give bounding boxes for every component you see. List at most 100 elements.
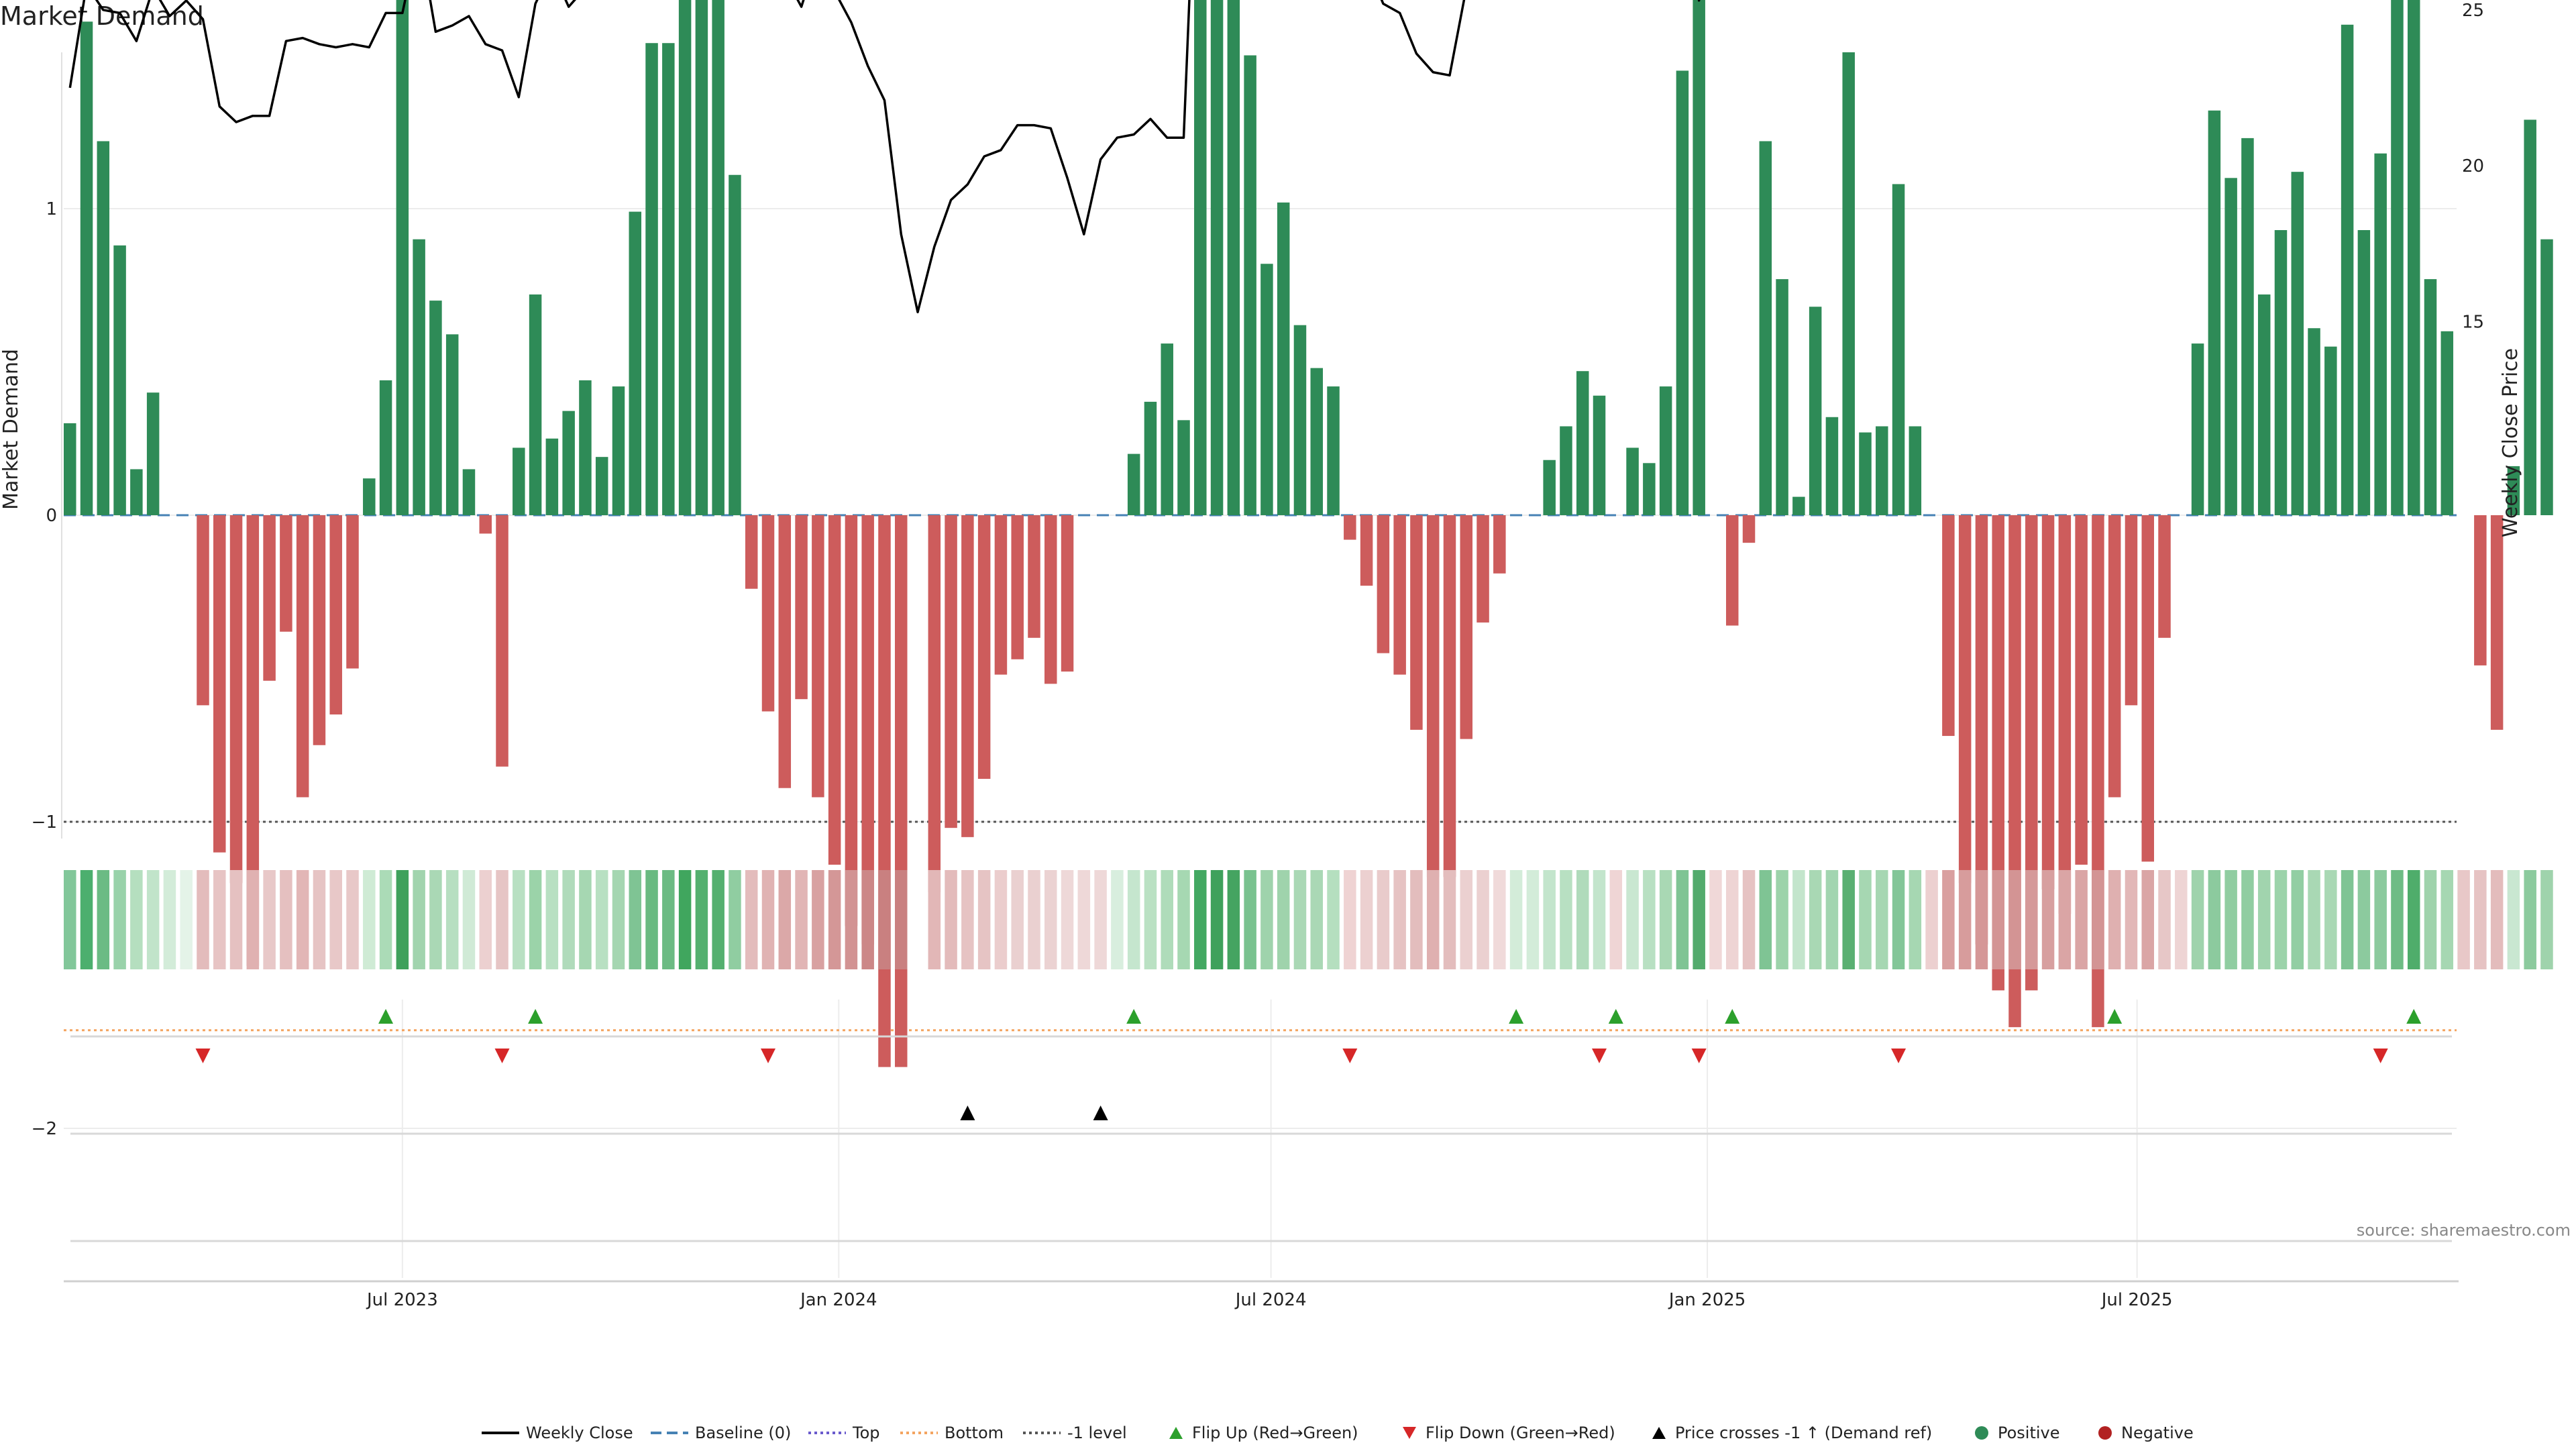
demand-bar: [2257, 294, 2271, 515]
demand-bar: [2075, 515, 2088, 865]
strength-cell: [1975, 870, 1988, 969]
strength-cell: [961, 870, 974, 969]
strength-cell: [1426, 870, 1440, 969]
demand-bar: [579, 380, 592, 515]
demand-bar: [961, 515, 974, 837]
demand-bar: [729, 174, 741, 515]
demand-bar: [695, 0, 708, 515]
strength-cell: [2208, 870, 2221, 969]
demand-bar: [1377, 515, 1390, 653]
strength-cell: [2257, 870, 2271, 969]
demand-bar: [1260, 264, 1273, 515]
legend-negative-swatch: [2098, 1426, 2112, 1440]
strength-cell: [2291, 870, 2304, 969]
strength-cell: [745, 870, 758, 969]
strength-cell: [729, 870, 741, 969]
demand-bar: [1210, 0, 1224, 516]
legend-flip-down-swatch: [1403, 1427, 1416, 1439]
demand-bar: [529, 294, 542, 515]
strength-cell: [1560, 870, 1572, 969]
strength-cell: [1726, 870, 1739, 969]
demand-bar: [1543, 460, 1556, 515]
strength-cell: [2125, 870, 2138, 969]
demand-bar: [1792, 496, 1805, 515]
demand-bar: [1809, 307, 1822, 515]
strength-cell: [1011, 870, 1024, 969]
flip-down-marker: [2373, 1049, 2388, 1063]
demand-bar: [146, 392, 160, 515]
demand-bar: [296, 515, 309, 798]
demand-bar: [113, 245, 126, 515]
demand-bar: [2308, 328, 2320, 515]
demand-bar: [2474, 515, 2487, 665]
strength-cell: [1576, 870, 1589, 969]
strength-cell: [197, 870, 209, 969]
demand-bar: [645, 43, 658, 516]
demand-bar: [2158, 515, 2171, 638]
demand-bar: [778, 515, 792, 788]
flip-down-marker: [195, 1049, 211, 1063]
demand-bar: [479, 515, 492, 534]
strength-cell: [2108, 870, 2121, 969]
strength-cell: [579, 870, 592, 969]
demand-bar: [795, 515, 808, 700]
demand-bar: [612, 386, 625, 515]
strength-cell: [2391, 870, 2404, 969]
strength-cell: [911, 870, 924, 969]
demand-bar: [229, 515, 243, 883]
legend-negative-label: Negative: [2121, 1424, 2194, 1442]
demand-bar: [2357, 229, 2371, 515]
strength-cell: [1044, 870, 1057, 969]
strength-cell: [213, 870, 226, 969]
legend-baseline-label: Baseline (0): [695, 1424, 791, 1442]
strength-cell: [1676, 870, 1689, 969]
demand-bar: [1410, 515, 1423, 730]
strength-cell: [263, 870, 276, 969]
demand-bar: [745, 515, 758, 589]
demand-bar: [280, 515, 292, 632]
y-right-axis-label: Weekly Close Price: [2499, 348, 2522, 537]
strength-cell: [1244, 870, 1256, 969]
strength-cell: [761, 870, 775, 969]
source-credit: source: sharemaestro.com: [2356, 1221, 2571, 1240]
weekly-close-line: [68, 0, 1701, 314]
flip-up-marker: [1608, 1009, 1623, 1024]
strength-cell: [180, 870, 193, 969]
strength-cell: [1410, 870, 1423, 969]
strength-cell: [2274, 870, 2288, 969]
legend-flip-up-swatch: [1169, 1427, 1183, 1439]
demand-bar: [1177, 420, 1190, 515]
flip-down-marker: [1592, 1049, 1607, 1063]
demand-bar: [2524, 119, 2536, 516]
demand-bar: [1028, 515, 1040, 638]
demand-bar: [845, 515, 858, 926]
legend: Weekly Close Baseline (0) Top Bottom -1 leve…: [482, 1424, 2194, 1442]
strength-cell: [928, 870, 941, 969]
strength-cell: [994, 870, 1008, 969]
strength-cell: [1543, 870, 1556, 969]
strength-cell: [1111, 870, 1124, 969]
demand-bar: [595, 457, 608, 515]
demand-bar: [812, 515, 824, 798]
demand-bar: [1460, 515, 1473, 739]
strength-cell: [479, 870, 492, 969]
strength-cell: [113, 870, 126, 969]
demand-bar: [761, 515, 775, 712]
demand-bar: [462, 469, 476, 515]
demand-bar: [1293, 325, 1307, 515]
strength-cell: [2008, 870, 2021, 969]
demand-bar: [2324, 346, 2337, 515]
strength-cell: [612, 870, 625, 969]
strength-cell: [545, 870, 559, 969]
strength-cell: [1859, 870, 1872, 969]
strength-cell: [1942, 870, 1955, 969]
price-cross-marker: [960, 1106, 975, 1120]
strength-cell: [329, 870, 342, 969]
strength-cell: [2540, 870, 2553, 969]
strength-cell: [130, 870, 143, 969]
demand-bar: [1776, 279, 1788, 515]
y-right-tick-label: 20: [2462, 156, 2484, 176]
strength-cell: [895, 870, 908, 969]
legend-positive-swatch: [1975, 1426, 1988, 1440]
flip-down-marker: [1891, 1049, 1907, 1063]
